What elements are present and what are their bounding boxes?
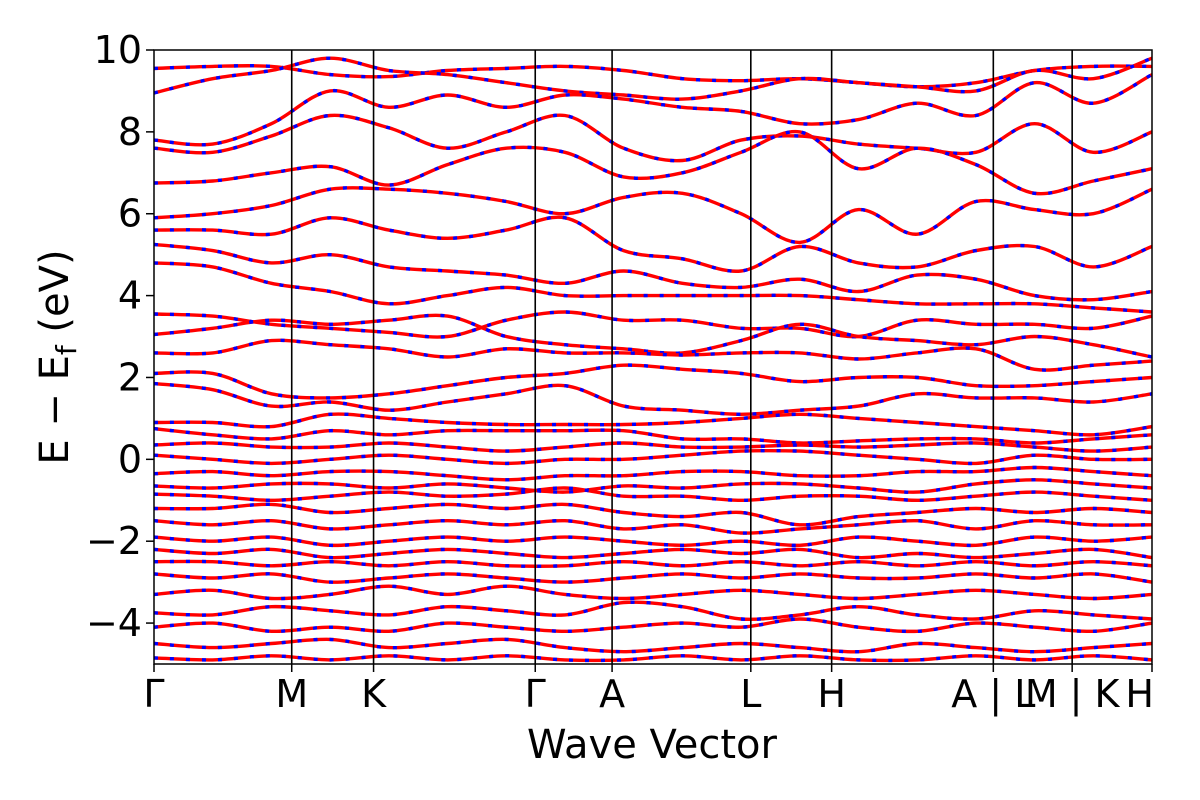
band-line-red: [154, 654, 1152, 663]
high-symmetry-lines: [290, 50, 1073, 664]
band-line-red: [154, 584, 1152, 601]
x-axis-label: Wave Vector: [527, 722, 778, 768]
y-tick-label: 2: [118, 355, 142, 399]
band-line-red: [154, 310, 1152, 339]
band-line-red: [154, 73, 1152, 147]
band-line-red: [154, 478, 1152, 494]
band-line-red: [154, 186, 1152, 245]
band-line-blue: [154, 465, 1152, 482]
band-line-red: [154, 600, 1152, 621]
band-line-blue: [154, 129, 1152, 196]
band-line-blue: [154, 56, 1152, 101]
band-line-red: [154, 572, 1152, 584]
band-line-red: [154, 113, 1152, 163]
x-tick-label: Γ: [143, 672, 164, 716]
band-line-red: [154, 363, 1152, 400]
band-line-red: [154, 242, 1152, 302]
band-line-red: [154, 441, 1152, 453]
plot-frame: [153, 49, 1153, 665]
y-tick-label: −2: [86, 519, 142, 563]
y-tick-label: 10: [94, 28, 142, 72]
x-tick-label: Γ: [525, 672, 546, 716]
x-tick-label: K: [361, 672, 387, 716]
y-axis-label-unit: (eV): [32, 249, 78, 345]
band-line-red: [154, 215, 1152, 273]
x-tick-label: L: [740, 672, 761, 716]
band-line-red: [154, 502, 1152, 527]
x-tick-label: H: [1125, 672, 1154, 716]
y-ticks: −4 −2 0 2 4 6 8 10: [86, 28, 154, 645]
y-axis-label-main: E − E: [32, 355, 78, 465]
band-line-blue: [154, 73, 1152, 147]
x-tick-label: H: [817, 672, 846, 716]
band-line-red: [154, 559, 1152, 568]
band-line-red: [154, 486, 1152, 503]
band-line-red: [154, 426, 1152, 445]
x-tick-label: A: [599, 672, 625, 716]
band-line-red: [154, 338, 1152, 372]
band-line-red: [154, 129, 1152, 196]
y-tick-label: 8: [118, 110, 142, 154]
x-tick-label: M | K: [1025, 672, 1121, 717]
band-line-blue: [154, 186, 1152, 245]
band-line-blue: [154, 600, 1152, 621]
band-line-blue: [154, 310, 1152, 339]
y-tick-label: 4: [118, 274, 142, 318]
x-tick-label: M: [275, 672, 308, 716]
band-line-blue: [154, 363, 1152, 400]
band-line-red: [154, 412, 1152, 437]
band-line-blue: [154, 261, 1152, 314]
x-tick-label: A | L: [951, 672, 1035, 717]
band-line-blue: [154, 215, 1152, 273]
band-line-red: [154, 63, 1152, 89]
y-tick-label: 0: [118, 437, 142, 481]
band-line-red: [154, 547, 1152, 560]
band-line-blue: [154, 242, 1152, 302]
bands-layer: [154, 56, 1152, 663]
band-line-red: [154, 637, 1152, 654]
band-line-red: [154, 518, 1152, 535]
band-line-red: [154, 448, 1152, 466]
band-line-red: [154, 617, 1152, 634]
band-line-red: [154, 381, 1152, 417]
y-tick-label: −4: [86, 601, 142, 645]
band-line-red: [154, 313, 1152, 359]
y-tick-label: 6: [118, 192, 142, 236]
band-line-red: [154, 535, 1152, 548]
y-axis-label-subscript: f: [50, 344, 83, 355]
y-axis-label: E − Ef (eV): [32, 249, 83, 464]
